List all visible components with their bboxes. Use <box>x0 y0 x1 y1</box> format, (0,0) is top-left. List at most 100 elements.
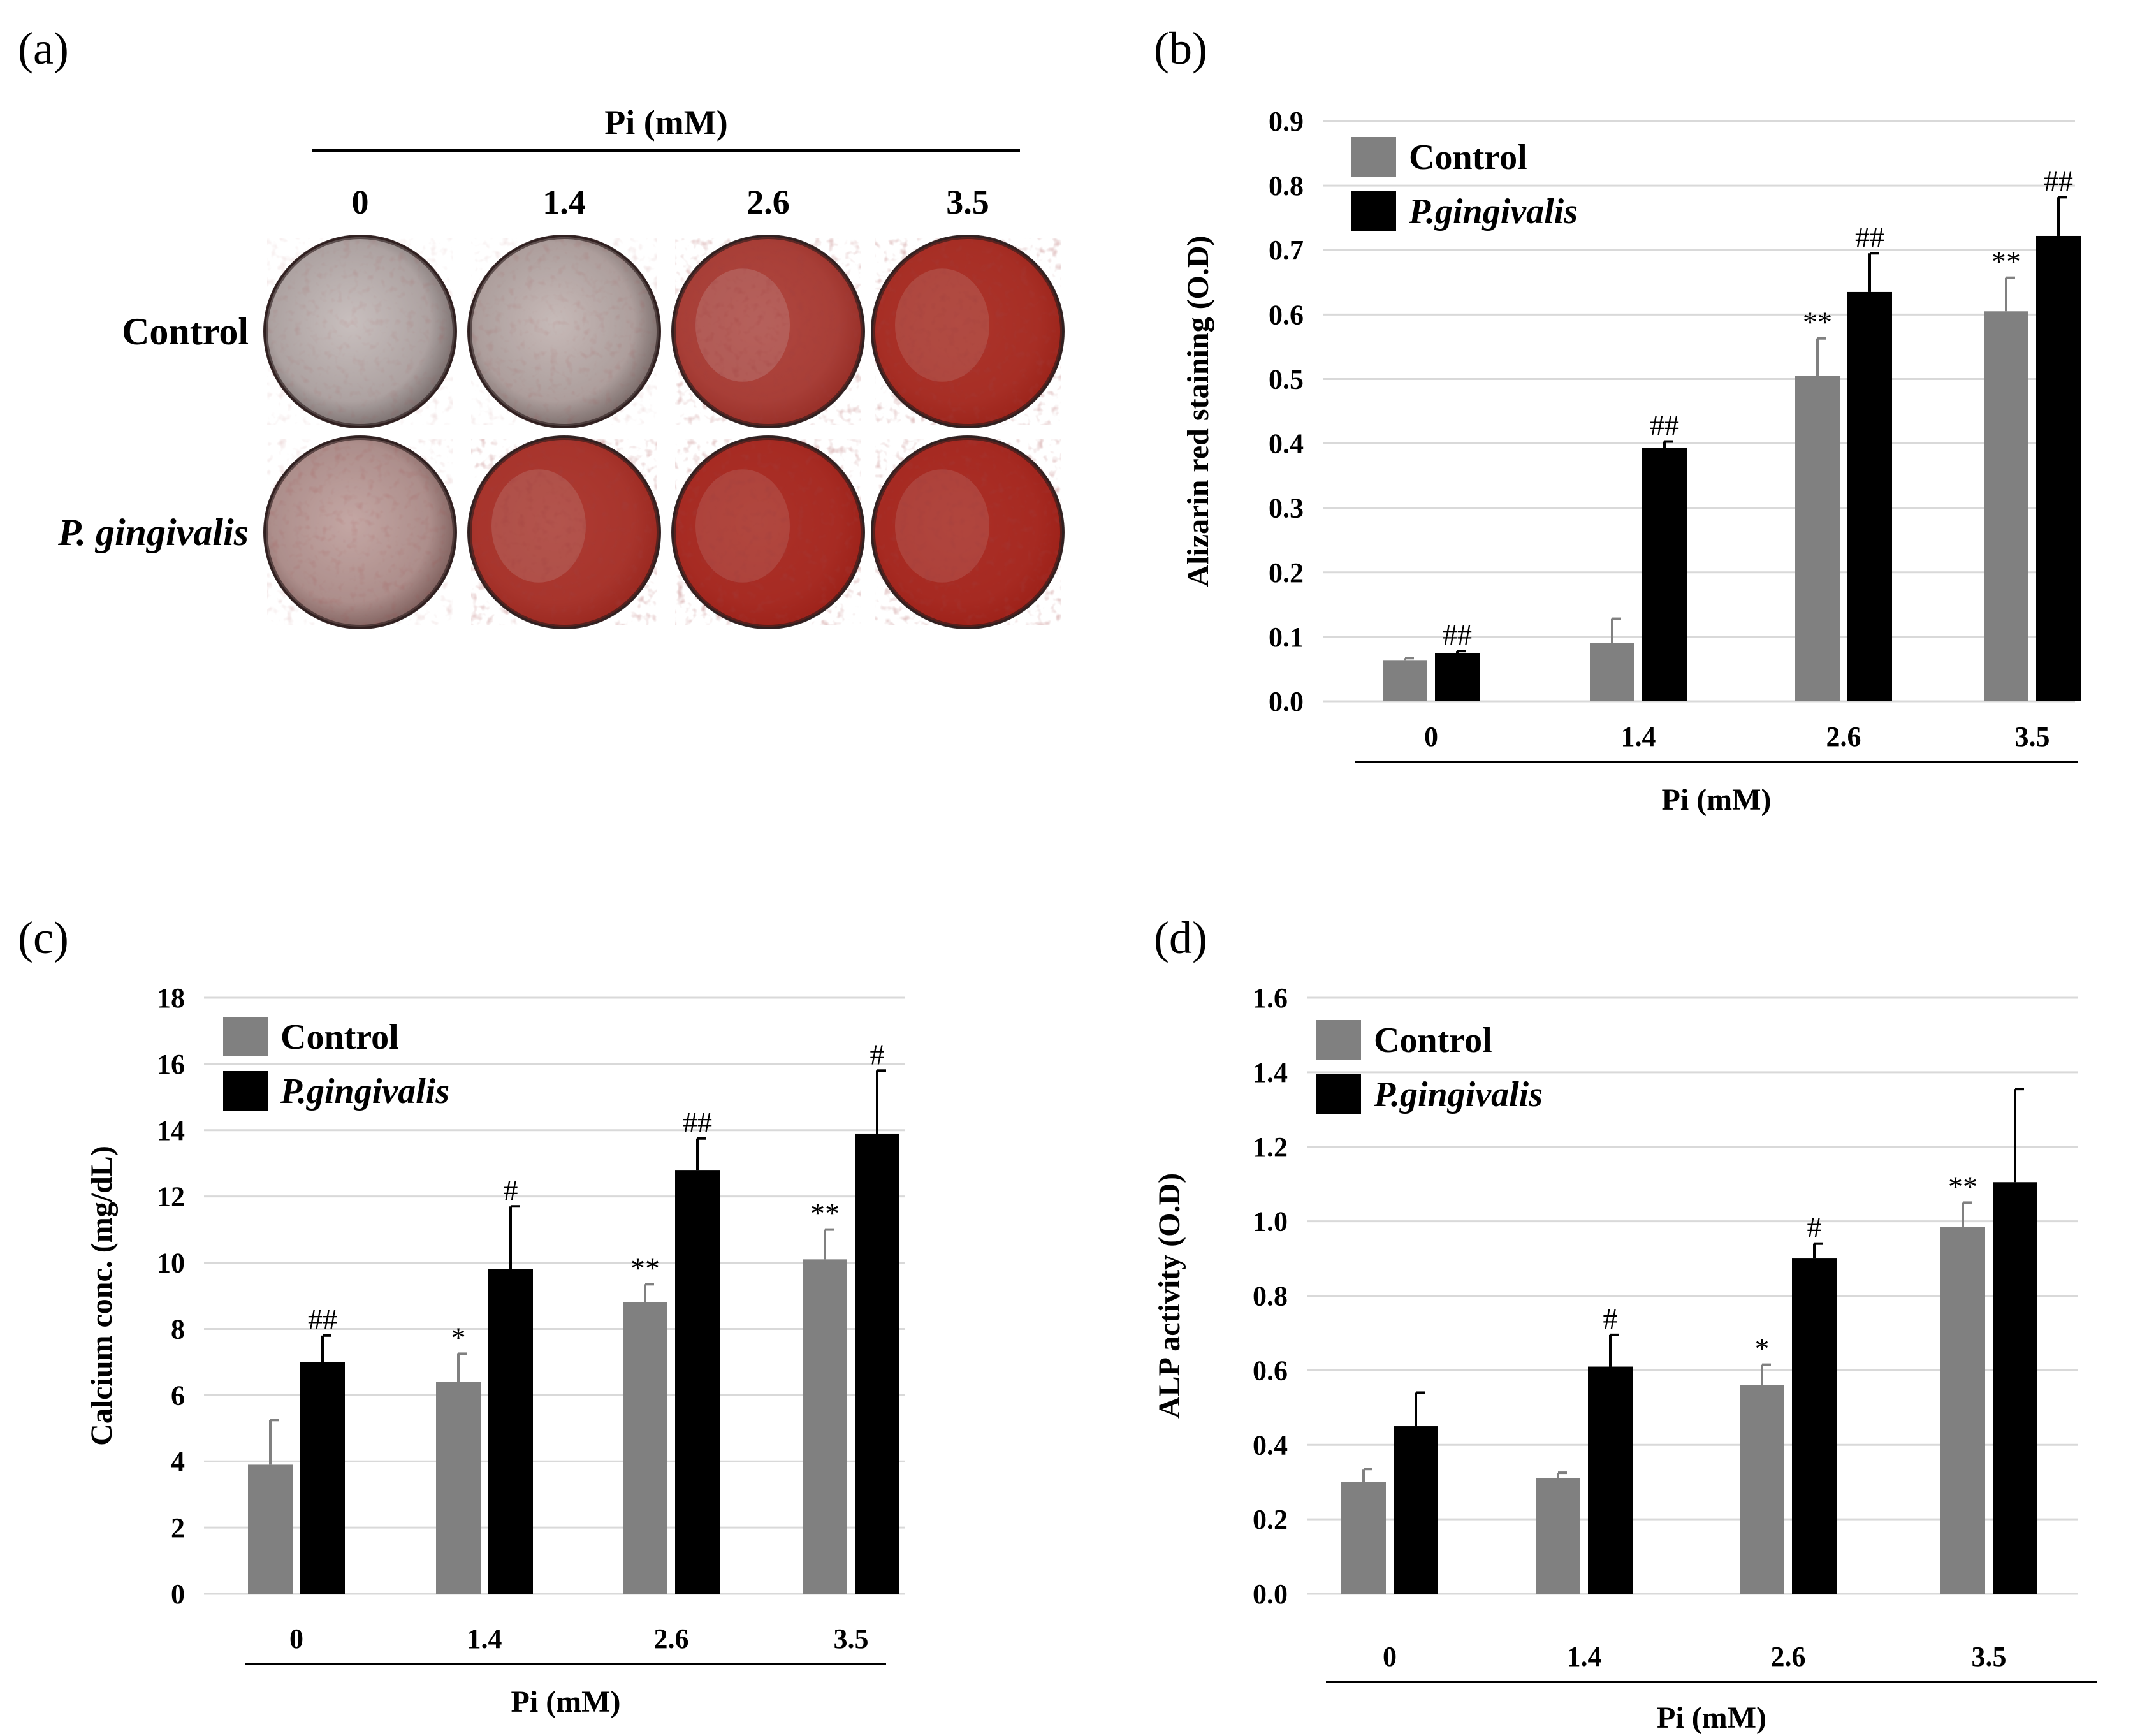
bar-pgingivalis <box>488 1269 533 1594</box>
panel-b: (b) 0.0 0.1 0.2 0.3 0.4 0.5 0.6 0.7 0.8 0.9 Alizar… <box>1154 23 2081 817</box>
panel-a-label: (a) <box>18 23 69 74</box>
y-tick-label: 0.2 <box>1253 1504 1288 1535</box>
bar-pgingivalis <box>675 1170 720 1594</box>
culture-well <box>671 435 865 629</box>
bar-control <box>1984 311 2028 701</box>
panel-c: (c) 0 2 4 6 8 10 12 14 16 18 Calcium conc. (mg/dL)… <box>18 912 905 1719</box>
legend-label: P.gingivalis <box>1408 192 1578 231</box>
chart-alizarin: 0.0 0.1 0.2 0.3 0.4 0.5 0.6 0.7 0.8 0.9 Alizarin r… <box>1181 106 2081 817</box>
significance-label: ## <box>308 1303 337 1336</box>
bar-pgingivalis <box>2036 235 2081 701</box>
x-tick-label: 0 <box>289 1623 303 1654</box>
well-edge <box>468 235 660 428</box>
bar-control <box>1590 643 1634 701</box>
culture-well <box>263 435 457 629</box>
chart-alp: 0.0 0.2 0.4 0.6 0.8 1.0 1.2 1.4 1.6 ALP activity … <box>1153 982 2097 1735</box>
well-speckles <box>267 238 453 425</box>
x-tick-label: 3.5 <box>834 1623 869 1654</box>
legend-swatch <box>1316 1020 1361 1060</box>
well-speckles <box>875 439 1061 625</box>
well-edge <box>871 436 1064 629</box>
y-tick-label: 14 <box>157 1115 185 1146</box>
well-edge <box>672 235 864 428</box>
y-tick-label: 1.0 <box>1253 1206 1288 1237</box>
y-tick-label: 0.4 <box>1269 428 1304 460</box>
significance-label: ## <box>1855 221 1884 253</box>
significance-label: ** <box>1803 306 1832 339</box>
y-tick-label: 8 <box>171 1313 185 1345</box>
bar-pgingivalis <box>1588 1366 1633 1594</box>
well-grid <box>263 235 1065 629</box>
bar-control <box>1536 1478 1580 1594</box>
y-tick-label: 0.1 <box>1269 622 1304 653</box>
well-edge <box>468 436 660 629</box>
culture-well <box>467 235 661 428</box>
well-speckles <box>267 439 453 625</box>
y-tick-label: 0.9 <box>1269 106 1304 137</box>
y-tick-label: 4 <box>171 1446 185 1477</box>
well-speckles <box>675 238 861 425</box>
plate-col-label: 2.6 <box>746 183 790 221</box>
y-tick-label: 0.5 <box>1269 363 1304 395</box>
significance-label: ## <box>1650 409 1679 442</box>
y-tick-label: 0.0 <box>1269 686 1304 717</box>
x-tick-label: 1.4 <box>1621 721 1656 752</box>
plate-col-label: 3.5 <box>946 183 989 221</box>
y-tick-label: 0.6 <box>1269 299 1304 330</box>
bar-pgingivalis <box>1847 291 1892 701</box>
y-tick-label: 12 <box>157 1181 185 1213</box>
legend: Control P.gingivalis <box>223 1017 449 1111</box>
legend-swatch <box>223 1017 268 1056</box>
y-tick-label: 0.2 <box>1269 557 1304 588</box>
plate-header: Pi (mM) <box>604 103 727 142</box>
panel-b-label: (b) <box>1154 23 1207 74</box>
well-speckles <box>875 238 1061 425</box>
bar-pgingivalis <box>1993 1182 2037 1594</box>
well-edge <box>264 235 456 428</box>
well-edge <box>264 436 456 629</box>
bar-control <box>436 1382 481 1594</box>
x-tick-label: 3.5 <box>1972 1641 2007 1672</box>
y-tick-label: 2 <box>171 1512 185 1543</box>
bar-pgingivalis <box>1642 448 1687 701</box>
x-axis-title: Pi (mM) <box>511 1685 621 1719</box>
legend-swatch <box>1351 191 1396 231</box>
y-tick-label: 18 <box>157 982 185 1014</box>
legend-label: P.gingivalis <box>280 1072 449 1111</box>
y-tick-label: 6 <box>171 1380 185 1411</box>
y-tick-label: 1.2 <box>1253 1132 1288 1163</box>
culture-well <box>671 235 865 428</box>
plate-col-label: 0 <box>352 183 369 221</box>
x-tick-label: 2.6 <box>654 1623 689 1654</box>
bar-pgingivalis <box>1792 1258 1837 1594</box>
y-tick-label: 0 <box>171 1579 185 1610</box>
bar-control <box>248 1464 293 1594</box>
y-axis-title: ALP activity (O.D) <box>1153 1173 1186 1419</box>
bar-control <box>1940 1227 1985 1594</box>
bar-pgingivalis <box>300 1362 345 1594</box>
bar-pgingivalis <box>1435 653 1480 701</box>
x-tick-label: 2.6 <box>1771 1641 1806 1672</box>
y-tick-label: 0.3 <box>1269 493 1304 524</box>
x-tick-label: 3.5 <box>2015 721 2050 752</box>
panel-c-label: (c) <box>18 912 69 963</box>
significance-label: ## <box>2044 164 2073 197</box>
significance-label: ** <box>630 1251 660 1284</box>
y-tick-label: 10 <box>157 1248 185 1279</box>
y-tick-label: 0.8 <box>1269 170 1304 201</box>
significance-label: * <box>1755 1332 1770 1365</box>
significance-label: # <box>1807 1211 1822 1244</box>
significance-label: ** <box>1991 245 2021 278</box>
bar-control <box>1740 1385 1784 1594</box>
legend-label: Control <box>1374 1021 1492 1060</box>
y-tick-label: 0.7 <box>1269 235 1304 266</box>
legend: Control P.gingivalis <box>1316 1020 1543 1114</box>
legend-swatch <box>223 1071 268 1111</box>
x-tick-label: 2.6 <box>1826 721 1861 752</box>
culture-well <box>871 235 1065 428</box>
significance-label: ** <box>1948 1170 1977 1202</box>
plate-row-label-pg: P. gingivalis <box>57 511 249 553</box>
plate-column-labels: 0 1.4 2.6 3.5 <box>352 183 989 221</box>
y-axis-title: Calcium conc. (mg/dL) <box>85 1146 119 1446</box>
legend-swatch <box>1351 137 1396 177</box>
